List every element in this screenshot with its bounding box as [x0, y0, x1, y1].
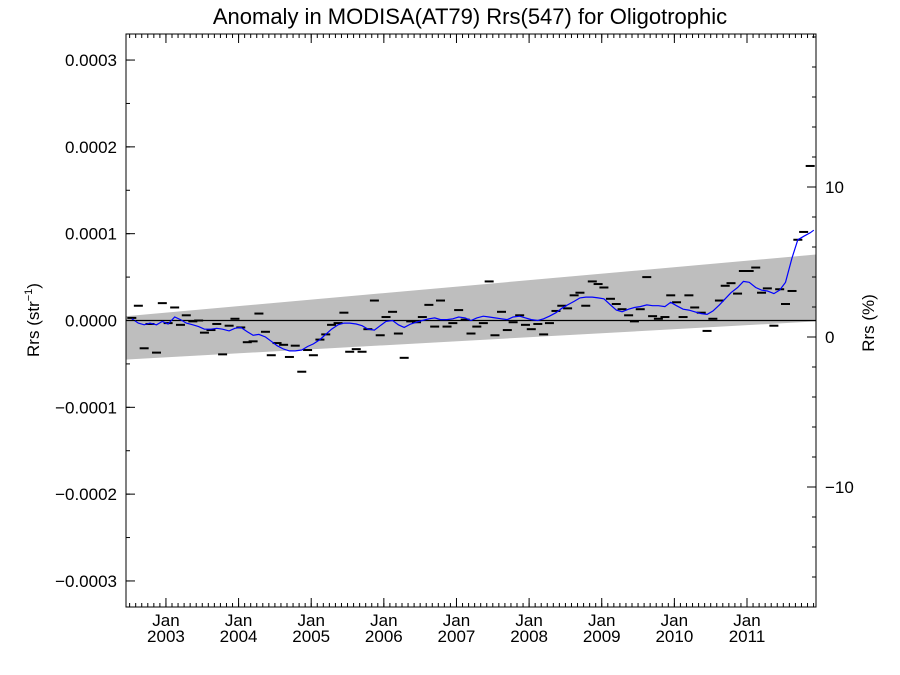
x-tick-label-month: Jan — [588, 611, 615, 630]
x-tick-label-year: 2009 — [583, 627, 621, 646]
y-tick-label-left: 0.0000 — [65, 312, 117, 331]
x-tick-label-year: 2004 — [220, 627, 258, 646]
monthly-anomaly-layer — [127, 164, 815, 373]
y-tick-label-right: −10 — [825, 478, 854, 497]
x-tick-label-year: 2003 — [147, 627, 185, 646]
y-axis-label-left-close: ) — [24, 283, 43, 289]
x-tick-label-year: 2011 — [729, 627, 766, 646]
axis-ticks-layer: 0.0003 0.0002 0.0001 0.0000 −0.0001 −0.0002 −0… — [55, 34, 854, 646]
y-axis-label-left-text: Rrs (str — [24, 301, 43, 357]
y-tick-label-right: 0 — [825, 328, 834, 347]
x-tick-label-month: Jan — [370, 611, 397, 630]
y-axis-label-left-exponent: −1 — [23, 289, 35, 302]
y-tick-label-left: 0.0002 — [65, 138, 117, 157]
y-tick-label-left: 0.0001 — [65, 225, 117, 244]
y-tick-label-left: −0.0002 — [55, 485, 117, 504]
x-tick-label-year: 2008 — [510, 627, 548, 646]
x-tick-label-month: Jan — [733, 611, 760, 630]
y-tick-label-left: −0.0001 — [55, 398, 117, 417]
running-mean-line — [131, 229, 815, 352]
y-axis-label-right: Rrs (%) — [859, 294, 878, 352]
running-mean-layer — [131, 229, 815, 352]
x-tick-label-month: Jan — [225, 611, 252, 630]
x-tick-label-year: 2010 — [655, 627, 693, 646]
x-tick-label-year: 2007 — [438, 627, 476, 646]
x-tick-label-month: Jan — [443, 611, 470, 630]
y-tick-label-left: 0.0003 — [65, 51, 117, 70]
uncertainty-band-layer — [126, 254, 816, 360]
y-axis-label-left: Rrs (str−1) — [23, 283, 43, 357]
x-tick-label-month: Jan — [297, 611, 324, 630]
y-tick-label-right: 10 — [825, 178, 844, 197]
chart-title: Anomaly in MODISA(AT79) Rrs(547) for Oli… — [213, 4, 727, 29]
uncertainty-band — [126, 254, 816, 360]
x-tick-label-year: 2005 — [292, 627, 330, 646]
x-tick-label-year: 2006 — [365, 627, 403, 646]
x-tick-label-month: Jan — [152, 611, 179, 630]
y-tick-label-left: −0.0003 — [55, 572, 117, 591]
x-tick-label-month: Jan — [515, 611, 542, 630]
x-tick-label-month: Jan — [661, 611, 688, 630]
